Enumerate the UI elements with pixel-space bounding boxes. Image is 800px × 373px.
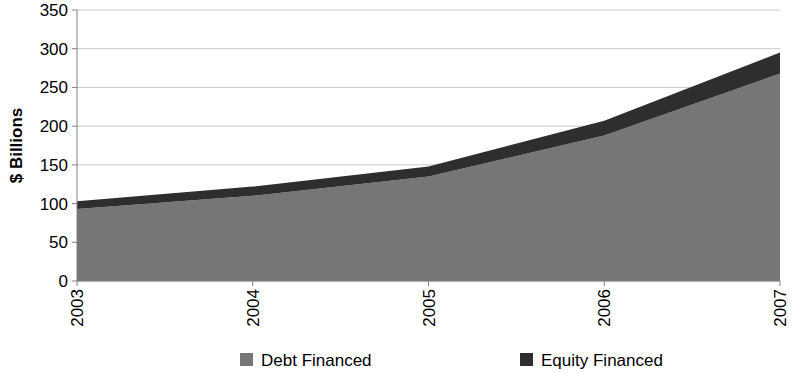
chart-svg: 0 50 100 150 200 250 300 350 2003 2004 2005 2006 200… [0, 0, 800, 373]
y-tick-label: 350 [40, 1, 68, 20]
x-tick-label: 2007 [771, 289, 790, 327]
legend-label: Debt Financed [261, 351, 372, 370]
x-tick-label: 2004 [244, 289, 263, 327]
y-tick-label: 0 [59, 272, 68, 291]
y-tick [72, 48, 77, 49]
y-tick-label: 100 [40, 195, 68, 214]
legend-label: Equity Financed [541, 351, 663, 370]
x-tick [604, 281, 605, 286]
grid-line [77, 10, 780, 11]
y-tick-label: 250 [40, 78, 68, 97]
chart-container: 0 50 100 150 200 250 300 350 2003 2004 2005 2006 200… [0, 0, 800, 373]
x-tick [77, 281, 78, 286]
y-axis [77, 10, 78, 281]
y-tick [72, 203, 77, 204]
plot-area [77, 53, 780, 281]
y-tick [72, 10, 77, 11]
x-tick [428, 281, 429, 286]
y-tick [72, 87, 77, 88]
grid-line [77, 87, 780, 88]
x-tick-label: 2006 [595, 289, 614, 327]
x-tick-label: 2005 [420, 289, 439, 327]
legend-swatch [520, 353, 533, 366]
y-tick [72, 242, 77, 243]
x-tick [252, 281, 253, 286]
y-tick-label: 200 [40, 117, 68, 136]
y-tick [72, 281, 77, 282]
x-tick-label: 2003 [68, 289, 87, 327]
x-tick [780, 281, 781, 286]
legend-swatch [240, 353, 253, 366]
y-tick [72, 126, 77, 127]
y-tick-label: 50 [49, 233, 68, 252]
y-tick-label: 300 [40, 40, 68, 59]
y-axis-label: $ Billions [7, 108, 26, 184]
y-tick-label: 150 [40, 156, 68, 175]
area-series [77, 53, 780, 209]
y-tick [72, 164, 77, 165]
grid-line [77, 48, 780, 49]
